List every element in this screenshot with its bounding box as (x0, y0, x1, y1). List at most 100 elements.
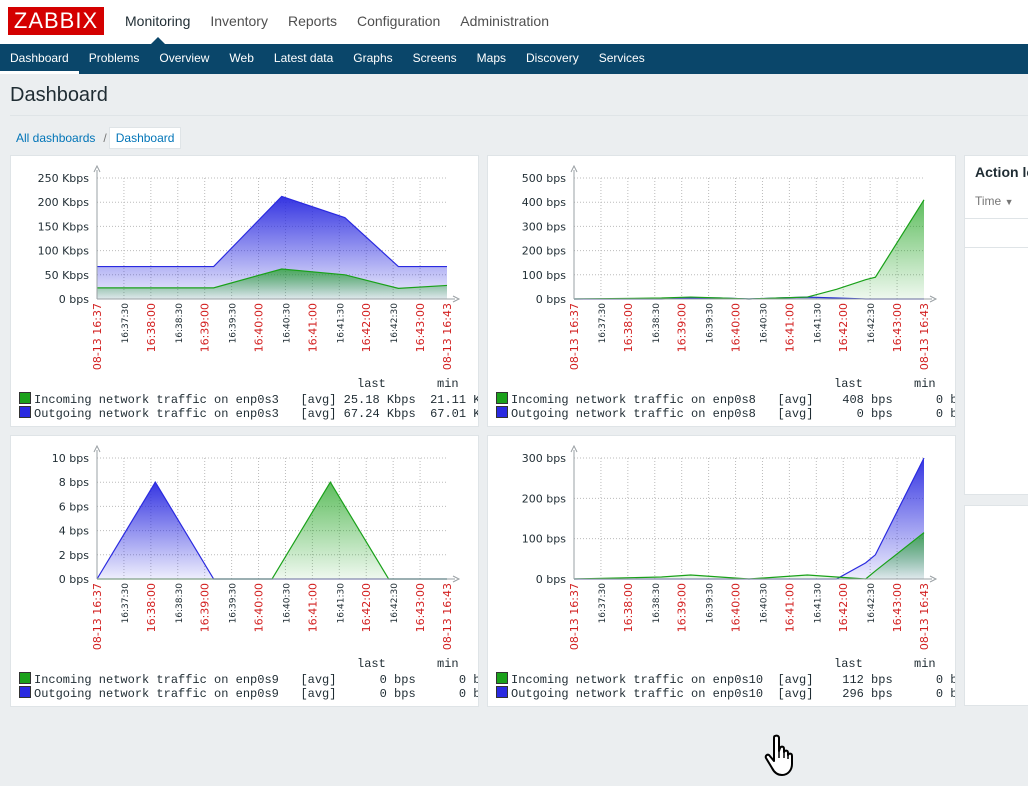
outgoing-series-area (574, 458, 924, 579)
legend-color-swatch (19, 392, 31, 404)
y-tick-label: 100 Kbps (38, 245, 90, 258)
time-tick-label: 08-13 16:43 (441, 303, 454, 370)
y-tick-label: 0 bps (536, 293, 566, 306)
graph-widget-enp0s8[interactable]: 08-13 16:37 16:37:30 16:38:00 16:38:30 16:39… (487, 155, 956, 427)
time-tick-label: 16:43:00 (414, 303, 427, 352)
graph-plot: 08-13 16:37 16:37:30 16:38:00 16:38:30 16:39… (522, 444, 938, 650)
y-tick-label: 150 Kbps (38, 220, 90, 233)
legend-text: Outgoing network traffic on enp0s10 [avg… (511, 687, 955, 701)
active-menu-indicator (151, 37, 165, 44)
time-tick-label: 16:39:30 (706, 583, 716, 624)
y-axis-arrow-icon (93, 444, 101, 453)
time-tick-label: 16:40:00 (253, 583, 266, 632)
time-tick-label: 16:42:30 (867, 303, 877, 344)
top-navigation: ZABBIX Monitoring Inventory Reports Conf… (0, 0, 1028, 44)
table-header-divider (965, 218, 1028, 219)
sub-menu-web[interactable]: Web (229, 51, 254, 65)
breadcrumb: All dashboards / Dashboard (10, 127, 182, 149)
legend-text: Incoming network traffic on enp0s10 [avg… (511, 673, 955, 687)
sub-menu-latest-data[interactable]: Latest data (273, 51, 334, 65)
main-menu-inventory[interactable]: Inventory (210, 13, 268, 29)
page-title: Dashboard (10, 84, 108, 106)
time-tick-label: 16:38:00 (622, 303, 635, 352)
y-tick-label: 200 Kbps (38, 196, 90, 209)
sub-menu-maps[interactable]: Maps (476, 51, 507, 65)
graph-plot: 08-13 16:37 16:37:30 16:38:00 16:38:30 16:39… (38, 164, 461, 370)
legend-text: Incoming network traffic on enp0s3 [avg]… (34, 393, 479, 407)
legend-outgoing: Outgoing network traffic on enp0s10 [avg… (496, 686, 955, 701)
graph-plot: 08-13 16:37 16:37:30 16:38:00 16:38:30 16:39… (52, 444, 461, 650)
time-tick-label: 16:37:30 (121, 303, 131, 344)
action-log-widget[interactable]: Action log Time ▼ (964, 155, 1028, 495)
time-tick-label: 16:39:00 (199, 303, 212, 352)
sub-menu-graphs[interactable]: Graphs (353, 51, 393, 65)
legend-color-swatch (19, 672, 31, 684)
time-tick-label: 16:39:30 (229, 303, 239, 344)
legend-incoming: Incoming network traffic on enp0s3 [avg]… (19, 392, 479, 407)
breadcrumb-all-dashboards[interactable]: All dashboards (16, 131, 96, 145)
time-tick-label: 08-13 16:43 (918, 583, 931, 650)
time-tick-label: 16:41:00 (306, 583, 319, 632)
incoming-series-line (573, 199, 925, 300)
main-menu-administration[interactable]: Administration (460, 13, 549, 29)
time-tick-label: 16:40:30 (759, 583, 769, 624)
legend-color-swatch (19, 406, 31, 418)
graph-widget-enp0s10[interactable]: 08-13 16:37 16:37:30 16:38:00 16:38:30 16:39… (487, 435, 956, 707)
y-tick-label: 50 Kbps (45, 269, 90, 282)
time-tick-label: 16:42:00 (360, 583, 373, 632)
y-tick-label: 0 bps (59, 293, 89, 306)
graph-widget-enp0s9[interactable]: 08-13 16:37 16:37:30 16:38:00 16:38:30 16:39… (10, 435, 479, 707)
legend-incoming: Incoming network traffic on enp0s8 [avg]… (496, 392, 955, 407)
main-menu-configuration[interactable]: Configuration (357, 13, 441, 29)
legend-color-swatch (496, 406, 508, 418)
y-tick-label: 300 bps (522, 452, 566, 465)
main-menu-reports[interactable]: Reports (287, 13, 337, 29)
time-tick-label: 16:39:30 (229, 583, 239, 624)
breadcrumb-dashboard[interactable]: Dashboard (108, 127, 182, 149)
time-tick-label: 16:38:30 (175, 303, 185, 344)
sub-menu-overview[interactable]: Overview (159, 51, 210, 65)
sub-menu-problems[interactable]: Problems (88, 51, 140, 65)
time-tick-label: 08-13 16:43 (441, 583, 454, 650)
time-tick-label: 16:43:00 (891, 583, 904, 632)
time-tick-label: 16:41:30 (813, 303, 823, 344)
time-tick-label: 16:40:30 (759, 303, 769, 344)
hand-pointer-icon (764, 734, 793, 776)
y-tick-label: 300 bps (522, 220, 566, 233)
time-tick-label: 16:41:00 (306, 303, 319, 352)
y-tick-label: 200 bps (522, 245, 566, 258)
sub-menu-services[interactable]: Services (598, 51, 645, 65)
incoming-series-area (97, 482, 447, 579)
zabbix-logo[interactable]: ZABBIX (8, 7, 104, 35)
time-tick-label: 16:38:30 (652, 303, 662, 344)
time-tick-label: 08-13 16:37 (91, 303, 104, 370)
legend-header-last: last (357, 657, 386, 671)
y-tick-label: 250 Kbps (38, 172, 90, 185)
sub-menu-dashboard[interactable]: Dashboard (0, 44, 79, 74)
legend-header-last: last (834, 657, 863, 671)
action-log-time-label: Time (975, 194, 1002, 208)
time-tick-label: 16:38:00 (145, 303, 158, 352)
time-tick-label: 16:40:00 (730, 303, 743, 352)
graph-plot: 08-13 16:37 16:37:30 16:38:00 16:38:30 16:39… (522, 164, 938, 370)
x-axis-arrow-icon (452, 575, 461, 583)
x-axis-arrow-icon (929, 295, 938, 303)
y-tick-label: 4 bps (59, 525, 89, 538)
time-tick-label: 16:41:30 (336, 303, 346, 344)
time-tick-label: 16:42:00 (360, 303, 373, 352)
action-log-time-header[interactable]: Time ▼ (975, 194, 1014, 208)
time-tick-label: 16:40:00 (253, 303, 266, 352)
incoming-series-line (573, 532, 925, 580)
incoming-series-line (97, 268, 448, 289)
sub-menu-screens[interactable]: Screens (412, 51, 457, 65)
time-tick-label: 16:43:00 (414, 583, 427, 632)
breadcrumb-separator: / (103, 131, 107, 145)
time-tick-label: 16:41:00 (783, 583, 796, 632)
graph-widget-enp0s3[interactable]: 08-13 16:37 16:37:30 16:38:00 16:38:30 16:39… (10, 155, 479, 427)
main-menu-monitoring[interactable]: Monitoring (125, 13, 191, 29)
time-tick-label: 16:37:30 (598, 583, 608, 624)
time-tick-label: 16:42:30 (867, 583, 877, 624)
sub-menu-discovery[interactable]: Discovery (526, 51, 579, 65)
time-tick-label: 16:39:00 (676, 583, 689, 632)
legend-outgoing: Outgoing network traffic on enp0s3 [avg]… (19, 406, 478, 421)
